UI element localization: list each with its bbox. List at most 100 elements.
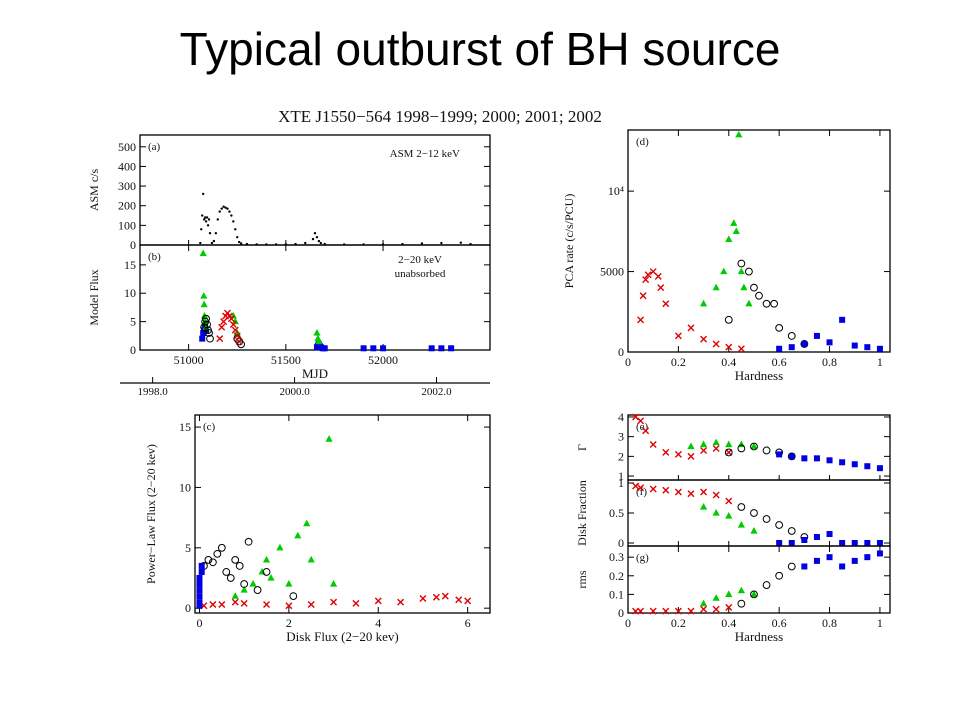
data-point-d-red: [639, 292, 647, 300]
data-point-g-blue: [801, 563, 808, 570]
data-point-f-blue: [851, 540, 858, 546]
data-point-b-black: [206, 334, 214, 343]
chart-panel-c: (c) 0 5 10 15 0 2 4 6 Power−Law Flux (2−20 kev) Di…: [144, 414, 491, 644]
data-point-a-black: [226, 207, 229, 210]
data-point-e-red: [725, 448, 733, 456]
y-tick-label-c: 10: [179, 480, 191, 494]
data-point-d-black: [787, 332, 796, 340]
data-point-c-red: [231, 598, 239, 606]
data-point-d-red: [725, 343, 733, 351]
y-tick-label-d: 10⁴: [608, 184, 624, 198]
data-point-g-black: [775, 571, 784, 580]
data-point-c-red: [240, 599, 248, 607]
data-point-a-black: [212, 239, 216, 243]
y-tick-label-a: 0: [130, 238, 136, 252]
data-point-f-green: [712, 509, 720, 516]
data-point-d-red: [654, 272, 662, 280]
data-point-c-blue: [196, 587, 203, 594]
data-point-c-black: [289, 592, 298, 600]
data-point-d-red: [674, 332, 682, 340]
data-point-b-blue: [448, 345, 455, 352]
data-point-c-blue: [198, 562, 205, 569]
data-point-g-green: [699, 599, 708, 607]
data-point-f-red: [725, 497, 733, 505]
data-point-c-green: [329, 580, 338, 587]
data-point-a-black: [232, 220, 235, 223]
data-point-a-black: [239, 242, 243, 245]
data-point-g-blue: [851, 557, 858, 564]
data-point-a-black: [315, 235, 319, 239]
data-point-g-black: [750, 590, 758, 599]
x-tick-label-g: 0.2: [671, 616, 686, 630]
x-tick-label-g: 0.4: [721, 616, 736, 630]
x-tick-label-c: 0: [196, 616, 202, 630]
data-point-a-black: [216, 218, 219, 221]
data-point-g-red: [649, 607, 657, 615]
panel-frame-e: [627, 414, 891, 481]
data-point-c-red: [397, 598, 405, 606]
data-point-d-red: [642, 276, 650, 284]
data-point-f-green: [750, 527, 758, 534]
data-point-d-blue: [851, 342, 858, 349]
x-tick-label-c: 2: [286, 616, 292, 630]
data-point-d-blue: [876, 345, 883, 352]
data-point-b-blue: [199, 335, 206, 342]
data-point-e-red: [632, 413, 640, 421]
panel-frame-d: [627, 129, 891, 353]
data-point-f-black: [775, 521, 784, 529]
data-point-e-red: [642, 427, 650, 435]
data-point-a-black: [237, 240, 241, 244]
panel-label-b: (b): [148, 251, 161, 263]
chart-panel-a: (a) ASM 2−12 keV 0 100 200 300 400 500 ASM c/s: [87, 134, 491, 252]
data-point-g-red: [632, 607, 640, 615]
data-point-c-blue: [196, 602, 203, 609]
data-point-c-blue: [198, 568, 205, 575]
data-point-d-green: [699, 299, 708, 307]
y-tick-label-e: 3: [618, 430, 624, 444]
data-point-b-green: [200, 300, 208, 308]
data-point-d-black: [724, 315, 733, 324]
data-point-f-red: [674, 488, 682, 496]
data-point-c-blue: [196, 574, 203, 581]
data-point-e-black: [737, 444, 746, 453]
data-point-a-black: [222, 205, 225, 208]
data-point-c-black: [235, 562, 244, 570]
chart-panel-g: (g) 0 0.1 0.2 0.3 0 0.2 0.4 0.6 0.8 1 rms Hardness: [575, 545, 891, 644]
y-tick-label-a: 500: [118, 140, 136, 154]
y-axis-title-c: Power−Law Flux (2−20 kev): [144, 444, 158, 584]
data-point-g-black: [787, 562, 796, 571]
data-point-d-black: [800, 340, 809, 348]
data-point-d-blue: [826, 339, 833, 346]
data-point-d-black: [770, 299, 779, 308]
data-point-g-red: [687, 607, 695, 615]
data-point-e-red: [712, 444, 720, 452]
data-point-b-black: [205, 329, 213, 337]
data-point-b-red: [233, 332, 241, 340]
data-point-f-green: [737, 521, 745, 528]
y-tick-label-e: 4: [618, 410, 624, 424]
data-point-f-green: [699, 503, 708, 510]
data-point-b-green: [229, 311, 237, 319]
data-point-d-blue: [864, 344, 871, 351]
data-point-a-black: [236, 235, 239, 239]
data-point-a-black: [205, 216, 209, 219]
data-point-d-red: [644, 271, 652, 279]
data-point-d-black: [775, 323, 784, 332]
data-point-d-black: [745, 267, 753, 276]
data-point-e-blue: [776, 451, 783, 458]
data-point-d-green: [730, 219, 738, 226]
data-point-b-green: [199, 249, 207, 257]
data-point-e-blue: [801, 455, 808, 462]
data-point-c-red: [455, 596, 463, 604]
data-point-d-red: [700, 335, 708, 343]
data-point-e-black: [724, 448, 733, 457]
data-point-f-black: [737, 503, 746, 511]
panel-label-d: (d): [636, 136, 649, 148]
y-tick-label-d: 5000: [600, 265, 624, 279]
data-point-e-black: [787, 452, 796, 461]
data-point-e-green: [750, 442, 758, 450]
data-point-c-black: [208, 558, 217, 567]
data-point-a-black: [202, 218, 206, 221]
data-point-c-green: [249, 580, 257, 587]
